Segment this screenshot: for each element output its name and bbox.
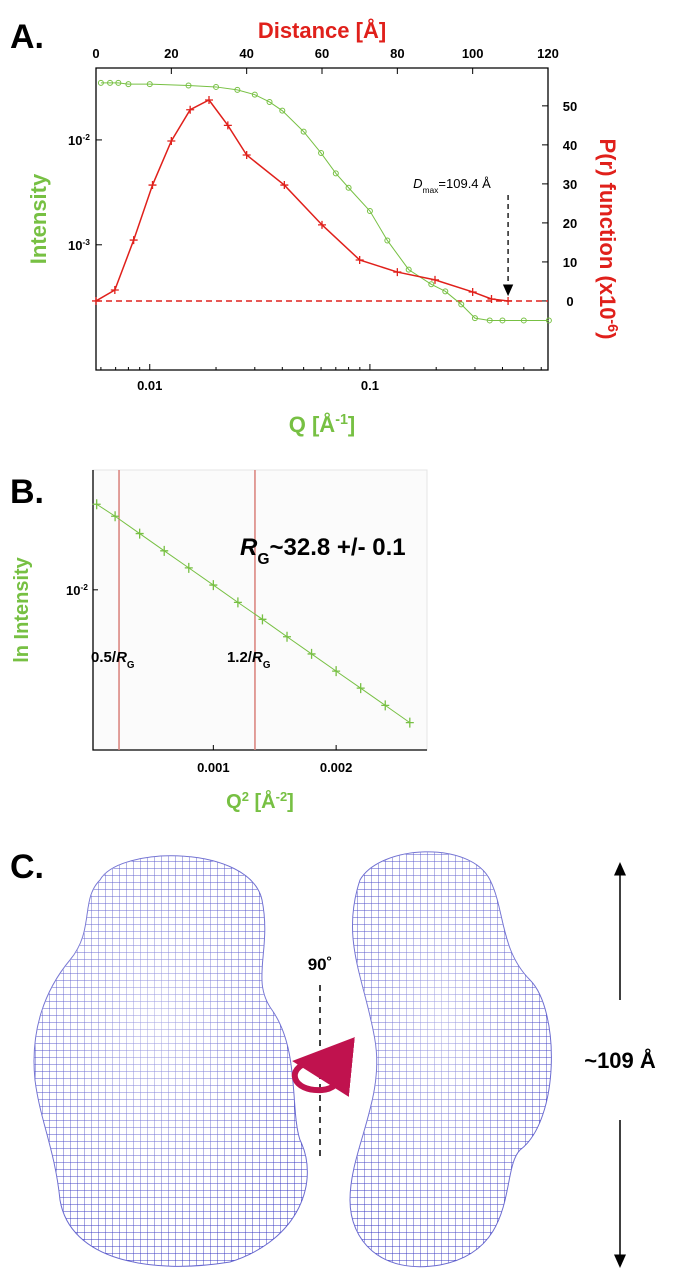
x-axis-label-part: [Å: [249, 789, 276, 813]
tick-exp: -3: [82, 237, 90, 247]
data-line: [101, 83, 549, 321]
data-point: [130, 236, 138, 244]
x-axis-label: Q2 [Å-2]: [226, 789, 294, 814]
range-label-part: G: [127, 660, 135, 671]
data-point: [504, 297, 512, 305]
data-point: [92, 297, 100, 305]
mesh-shading: [350, 852, 551, 1267]
size-label: ~109 Å: [584, 1047, 656, 1073]
tick-base: 10: [68, 238, 82, 253]
x2-tick-label: 120: [537, 46, 559, 61]
x-axis-label-part: ]: [287, 791, 294, 813]
y2-tick-label: 30: [563, 177, 577, 192]
x2-tick-label: 100: [462, 46, 484, 61]
x2-tick-label: 80: [390, 46, 404, 61]
figure: C. 90˚ ~109 Å A.0.010.102040608010012010…: [0, 0, 680, 1274]
data-point: [431, 276, 439, 284]
x-tick-label: 0.001: [197, 760, 230, 775]
y2-tick-label: 10: [563, 255, 577, 270]
range-label-part: R: [116, 649, 127, 666]
y-axis-label: Intensity: [26, 173, 51, 264]
x2-tick-label: 60: [315, 46, 329, 61]
y2-tick-label: 0: [566, 294, 573, 309]
dmax-label: Dmax=109.4 Å: [413, 176, 491, 195]
tick-base: 10: [68, 133, 82, 148]
mesh-models: [34, 852, 620, 1267]
x-axis-label-part: -1: [335, 412, 348, 428]
y2-axis-label-part: -6: [604, 319, 620, 332]
range-label-part: 0.5/: [91, 649, 117, 666]
y-tick-label: 10-2: [68, 132, 90, 148]
range-label-part: R: [252, 649, 263, 666]
x-axis-label-part: -2: [276, 789, 288, 804]
y-axis-label: ln Intensity: [11, 556, 33, 662]
rg-annotation-part: G: [257, 551, 269, 568]
x2-tick-label: 40: [239, 46, 253, 61]
y2-axis-label: P(r) function (x10-6): [595, 139, 620, 340]
data-point: [167, 137, 175, 145]
panel-label: A.: [10, 18, 44, 56]
range-label-part: G: [263, 660, 271, 671]
x-axis-label-part: Q [Å: [289, 411, 336, 437]
x-tick-label: 0.002: [320, 760, 353, 775]
x2-tick-label: 0: [92, 46, 99, 61]
x-tick-label: 0.01: [137, 378, 162, 393]
dmax-label-part: =109.4 Å: [438, 176, 491, 191]
data-point: [488, 295, 496, 303]
tick-exp: -2: [80, 582, 88, 592]
x-tick-label: 0.1: [361, 378, 379, 393]
rg-annotation-part: R: [240, 534, 258, 561]
y-tick-label: 10-2: [66, 582, 88, 598]
rotation-label: 90˚: [308, 955, 333, 974]
y-tick-label: 10-3: [68, 237, 90, 253]
tick-exp: -2: [82, 132, 90, 142]
rotation-arrow: [295, 1062, 338, 1090]
y2-axis-label-part: ): [595, 332, 620, 339]
axis-frame: [96, 68, 548, 370]
y2-axis-label-part: P(r) function (x10: [595, 139, 620, 320]
data-point: [469, 288, 477, 296]
dmax-label-part: D: [413, 176, 422, 191]
x2-tick-label: 20: [164, 46, 178, 61]
x-axis-label-part: Q: [226, 791, 242, 813]
panel-label: C.: [10, 848, 44, 886]
panel-label: B.: [10, 473, 44, 511]
mesh-shading: [34, 856, 307, 1267]
x2-axis-label: Distance [Å]: [258, 17, 386, 43]
tick-base: 10: [66, 583, 80, 598]
data-point: [149, 181, 157, 189]
x-axis-label-part: ]: [348, 412, 355, 437]
dmax-label-part: max: [422, 185, 439, 195]
y2-tick-label: 50: [563, 99, 577, 114]
y2-tick-label: 20: [563, 216, 577, 231]
y2-tick-label: 40: [563, 138, 577, 153]
plot-area: [93, 470, 427, 750]
data-point: [393, 268, 401, 276]
data-point: [111, 286, 119, 294]
range-label-part: 1.2/: [227, 649, 253, 666]
data-point: [186, 106, 194, 114]
rg-annotation-part: ~32.8 +/- 0.1: [269, 534, 405, 561]
x-axis-label: Q [Å-1]: [289, 411, 356, 437]
x-axis-label-part: 2: [242, 789, 249, 804]
